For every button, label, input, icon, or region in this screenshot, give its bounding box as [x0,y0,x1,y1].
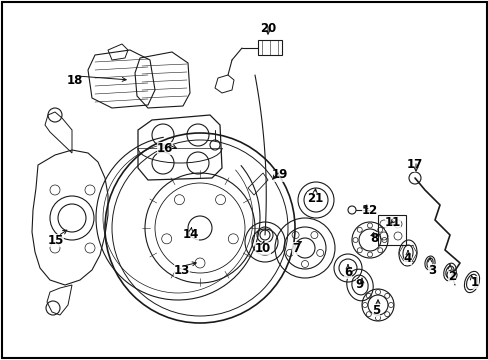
Text: 14: 14 [183,229,199,242]
Text: 3: 3 [427,264,435,276]
Text: 13: 13 [174,264,190,276]
Text: 12: 12 [361,203,377,216]
Text: 15: 15 [48,234,64,247]
Text: 18: 18 [67,73,83,86]
Text: 6: 6 [343,266,351,279]
Text: 19: 19 [271,168,287,181]
Text: 10: 10 [254,242,270,255]
Bar [258,40,282,55]
Text: 21: 21 [306,192,323,204]
Text: 8: 8 [369,231,377,244]
Text: 9: 9 [355,279,364,292]
Text: 17: 17 [406,158,422,171]
Text: 16: 16 [157,141,173,154]
Text: 11: 11 [384,216,400,230]
Text: 4: 4 [403,252,411,265]
Text: 2: 2 [447,270,455,284]
Text: 20: 20 [259,22,276,35]
Text: 1: 1 [470,275,478,288]
Text: 7: 7 [291,242,300,255]
Text: 5: 5 [371,303,379,316]
Bar [377,215,405,245]
